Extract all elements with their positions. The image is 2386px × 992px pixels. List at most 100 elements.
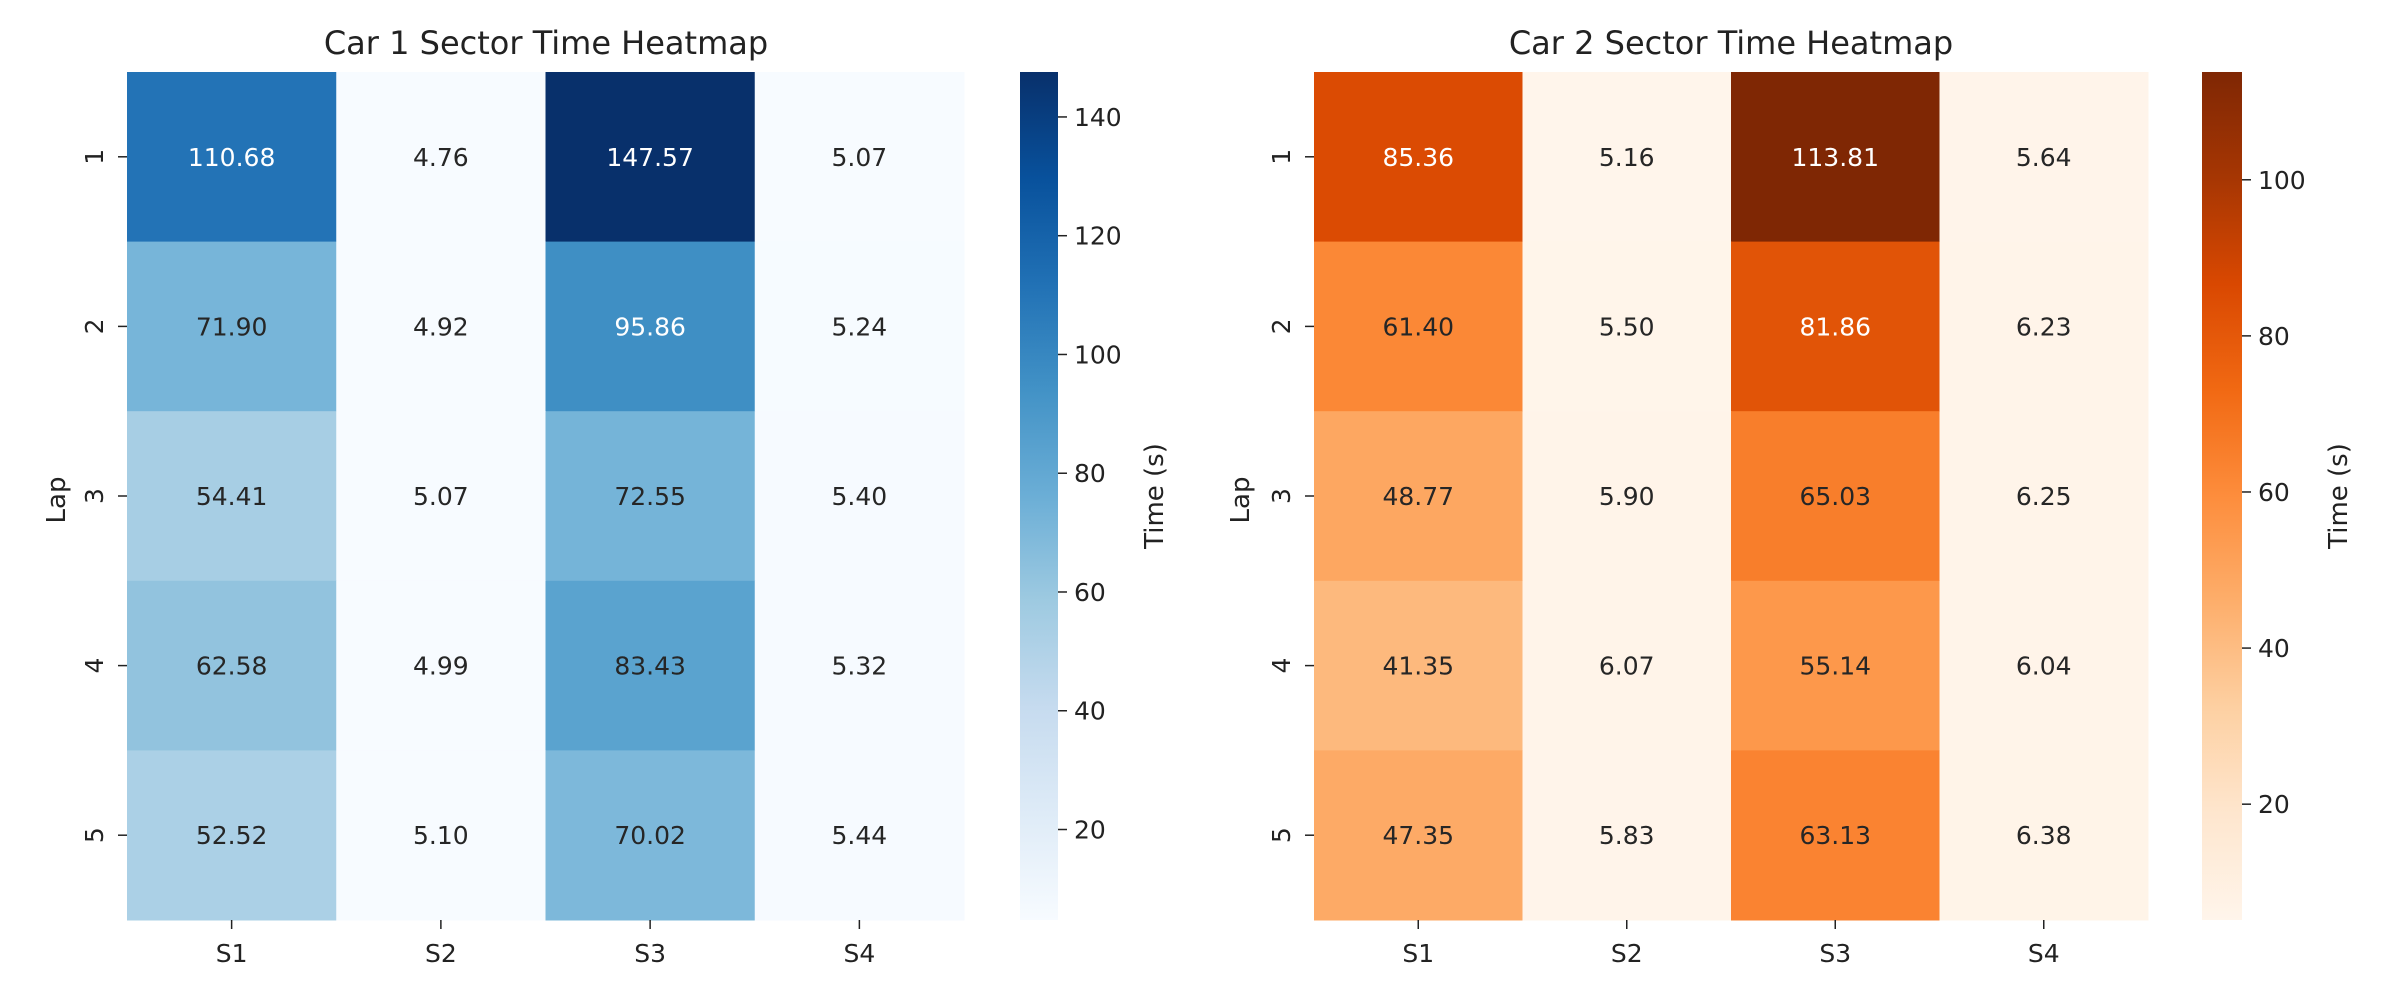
heatmap-cell (1522, 411, 1732, 582)
heatmap-cell (545, 72, 756, 243)
heatmap-cell (754, 750, 965, 921)
y-tick-label: 4 (1267, 658, 1296, 674)
cell-value-label: 95.86 (614, 312, 686, 341)
heatmap-cell (545, 411, 756, 582)
y-tick-label: 4 (80, 658, 109, 674)
cell-value-label: 6.25 (2016, 482, 2072, 511)
cell-value-label: 147.57 (606, 143, 693, 172)
cell-value-label: 5.83 (1599, 821, 1655, 850)
cell-value-label: 72.55 (614, 482, 686, 511)
cell-value-label: 5.50 (1599, 312, 1655, 341)
heatmap-cell (127, 580, 337, 751)
colorbar-tick-label: 40 (2258, 634, 2290, 663)
heatmap-cell (1314, 72, 1523, 243)
x-tick-label: S4 (2028, 939, 2060, 968)
colorbar-gradient (1020, 72, 1058, 920)
y-tick-label: 3 (1267, 488, 1296, 504)
heatmap-cell (1314, 411, 1523, 582)
heatmap-cell (754, 411, 965, 582)
heatmap-cell (1522, 241, 1732, 412)
cell-value-label: 70.02 (614, 821, 686, 850)
cell-value-label: 6.04 (2016, 652, 2072, 681)
colorbar-tick-label: 20 (2258, 790, 2290, 819)
y-axis-ticks: 1 2 3 4 5 (1267, 149, 1314, 843)
colorbar-tick-label: 100 (1074, 340, 1122, 369)
heatmap-cells: 110.68 4.76 147.57 5.07 71.90 4.92 95.86 5.24 54… (127, 72, 965, 921)
heatmap-cell (545, 580, 756, 751)
cell-value-label: 54.41 (196, 482, 268, 511)
cell-value-label: 83.43 (614, 652, 686, 681)
cell-value-label: 5.90 (1599, 482, 1655, 511)
x-axis-ticks: S1 S2 S3 S4 (216, 920, 875, 968)
cell-value-label: 5.10 (413, 821, 469, 850)
cell-value-label: 85.36 (1382, 143, 1454, 172)
colorbar-tick-label: 60 (1074, 578, 1106, 607)
heatmap-panel-car-2: Car 2 Sector Time Heatmap 85.36 5.16 113.8… (1226, 24, 2354, 968)
heatmap-cell (1939, 411, 2149, 582)
y-tick-label: 5 (80, 827, 109, 843)
heatmap-cell (1314, 580, 1523, 751)
cell-value-label: 6.23 (2016, 312, 2072, 341)
y-tick-label: 1 (80, 149, 109, 165)
colorbar-tick-label: 20 (1074, 816, 1106, 845)
colorbar-tick-label: 40 (1074, 697, 1106, 726)
cell-value-label: 6.38 (2016, 821, 2072, 850)
cell-value-label: 62.58 (196, 652, 268, 681)
colorbar-tick-label: 100 (2258, 166, 2306, 195)
y-tick-label: 5 (1267, 827, 1296, 843)
heatmap-cell (754, 580, 965, 751)
y-tick-label: 2 (1267, 318, 1296, 334)
x-tick-label: S1 (1402, 939, 1434, 968)
heatmap-cell (336, 750, 546, 921)
heatmap-cell (1522, 580, 1732, 751)
y-axis-ticks: 1 2 3 4 5 (80, 149, 127, 843)
heatmap-cell (1731, 750, 1940, 921)
heatmap-cell (336, 580, 546, 751)
heatmap-cell (1939, 750, 2149, 921)
heatmap-cell (1939, 72, 2149, 243)
x-tick-label: S2 (425, 939, 457, 968)
cell-value-label: 6.07 (1599, 652, 1655, 681)
cell-value-label: 4.76 (413, 143, 469, 172)
heatmap-cell (545, 241, 756, 412)
x-tick-label: S1 (216, 939, 248, 968)
cell-value-label: 5.40 (832, 482, 888, 511)
heatmap-cell (336, 241, 546, 412)
x-tick-label: S3 (634, 939, 666, 968)
cell-value-label: 5.07 (413, 482, 469, 511)
colorbar-tick-label: 60 (2258, 478, 2290, 507)
cell-value-label: 110.68 (188, 143, 275, 172)
cell-value-label: 71.90 (196, 312, 268, 341)
x-tick-label: S4 (843, 939, 875, 968)
heatmap-cell (127, 411, 337, 582)
colorbar-tick-label: 120 (1074, 222, 1122, 251)
cell-value-label: 5.64 (2016, 143, 2072, 172)
heatmap-cell (127, 750, 337, 921)
heatmap-cell (754, 241, 965, 412)
colorbar-label: Time (s) (1140, 443, 1170, 550)
cell-value-label: 55.14 (1799, 652, 1871, 681)
colorbar-gradient (2202, 72, 2242, 920)
heatmap-cell (127, 72, 337, 243)
heatmap-cell (545, 750, 756, 921)
cell-value-label: 61.40 (1382, 312, 1454, 341)
heatmap-cell (336, 411, 546, 582)
heatmap-cell (1522, 750, 1732, 921)
y-axis-label: Lap (42, 477, 72, 524)
heatmap-cell (1314, 750, 1523, 921)
colorbar: 20 40 60 80 100 Time (s) (2202, 72, 2354, 920)
x-axis-ticks: S1 S2 S3 S4 (1402, 920, 2060, 968)
heatmap-cell (1939, 241, 2149, 412)
x-tick-label: S3 (1819, 939, 1851, 968)
cell-value-label: 52.52 (196, 821, 268, 850)
heatmap-cell (754, 72, 965, 243)
heatmap-cell (1522, 72, 1732, 243)
cell-value-label: 63.13 (1799, 821, 1871, 850)
heatmap-cell (1731, 411, 1940, 582)
y-tick-label: 3 (80, 488, 109, 504)
cell-value-label: 4.92 (413, 312, 469, 341)
cell-value-label: 81.86 (1799, 312, 1871, 341)
cell-value-label: 5.07 (832, 143, 888, 172)
heatmap-cell (336, 72, 546, 243)
